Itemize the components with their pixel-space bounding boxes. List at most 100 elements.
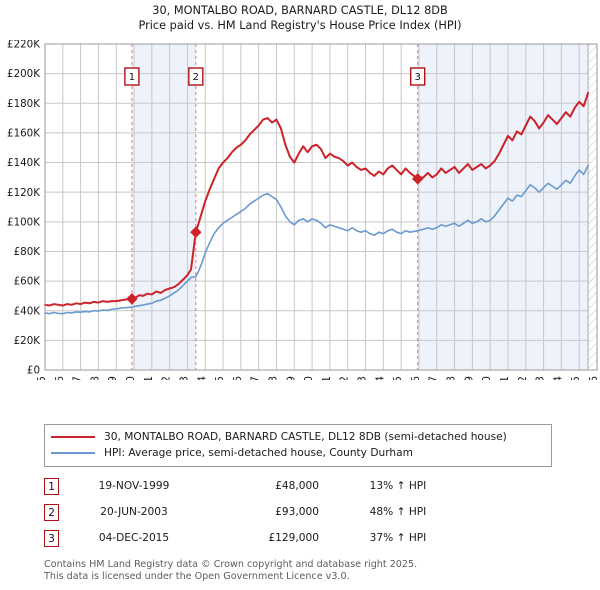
y-axis-tick-labels: £0 £20K £40K £60K £80K £100K £120K £140K £160K £1… [7, 40, 40, 377]
x-tick-label: 2017 [428, 376, 440, 380]
y-tick-label: £20K [14, 335, 41, 347]
y-tick-label: £40K [14, 305, 41, 317]
x-tick-label: 2007 [250, 376, 262, 380]
x-tick-label: 2011 [321, 376, 333, 380]
transaction-markers [126, 173, 424, 305]
row-hpi-delta: 13% ↑ HPI [369, 480, 427, 492]
row-number-badge: 3 [44, 529, 59, 547]
y-tick-label: £180K [7, 98, 40, 110]
shaded-bands [131, 44, 597, 370]
x-tick-label: 2003 [178, 376, 190, 380]
row-number-badge: 2 [44, 503, 59, 521]
footer-line-2: This data is licensed under the Open Gov… [44, 570, 350, 582]
row-hpi-delta: 48% ↑ HPI [369, 506, 427, 518]
title-line-1: 30, MONTALBO ROAD, BARNARD CASTLE, DL12 … [152, 4, 448, 17]
y-tick-label: £120K [7, 187, 40, 199]
x-tick-label: 2001 [143, 376, 155, 380]
shaded-band-2 [417, 44, 597, 370]
row-price: £129,000 [268, 532, 319, 544]
x-tick-label: 2021 [499, 376, 511, 380]
x-tick-label: 1998 [89, 376, 101, 380]
badge-box-2[interactable] [188, 67, 204, 86]
legend-label-hpi: HPI: Average price, semi-detached house,… [104, 447, 413, 459]
row-price: £48,000 [275, 480, 319, 492]
table-row[interactable]: 3 04-DEC-2015 £129,000 37% ↑ HPI [44, 525, 564, 551]
badge-box-3[interactable] [409, 67, 426, 86]
row-hpi-delta: 37% ↑ HPI [369, 532, 427, 544]
transaction-badges[interactable]: 1 2 3 [124, 67, 426, 86]
x-tick-label: 2006 [232, 376, 244, 380]
legend-label-price: 30, MONTALBO ROAD, BARNARD CASTLE, DL12 … [104, 431, 507, 443]
transaction-marker-3[interactable] [411, 173, 424, 185]
x-tick-label: 2008 [267, 376, 279, 380]
hpi-line-chart: 1 2 3 £0 £20K £40K £60K £80K £100K £120K £140K £16… [7, 40, 600, 380]
x-tick-label: 2018 [446, 376, 458, 380]
row-date: 04-DEC-2015 [98, 532, 170, 544]
transaction-marker-2[interactable] [190, 226, 202, 238]
x-tick-label: 2019 [463, 376, 475, 380]
x-tick-label: 2020 [481, 376, 493, 380]
row-date: 19-NOV-1999 [98, 480, 170, 492]
x-tick-label: 2002 [161, 376, 173, 380]
x-tick-label: 2015 [392, 376, 404, 380]
footer-line-1: Contains HM Land Registry data © Crown c… [44, 559, 418, 570]
legend-item-price: 30, MONTALBO ROAD, BARNARD CASTLE, DL12 … [51, 429, 545, 445]
x-tick-label: 1996 [54, 376, 66, 380]
x-tick-label: 2010 [303, 376, 315, 380]
y-tick-label: £60K [14, 276, 41, 288]
legend-swatch-hpi-icon [51, 452, 95, 454]
x-tick-label: 2025 [570, 376, 582, 380]
y-tick-label: £200K [7, 68, 40, 80]
title-line-2: Price paid vs. HM Land Registry's House … [138, 19, 462, 32]
shaded-band-1 [131, 44, 196, 370]
x-tick-label: 2016 [410, 376, 422, 380]
x-tick-label: 1999 [107, 376, 119, 380]
x-tick-label: 2022 [517, 376, 529, 380]
series-paths [44, 91, 590, 315]
x-axis-tick-labels: 1995 1996 1997 1998 1999 2000 2001 2002 2003 2004… [36, 376, 600, 380]
x-tick-label: 2000 [125, 376, 137, 380]
y-tick-label: £80K [14, 246, 41, 258]
row-price: £93,000 [275, 506, 319, 518]
legend-item-hpi: HPI: Average price, semi-detached house,… [51, 445, 545, 461]
badge-box-1[interactable] [124, 67, 140, 86]
future-hatched-region [587, 44, 597, 370]
table-row[interactable]: 2 20-JUN-2003 £93,000 48% ↑ HPI [44, 499, 564, 525]
page-title: 30, MONTALBO ROAD, BARNARD CASTLE, DL12 … [0, 3, 600, 33]
transaction-marker-1[interactable] [126, 293, 138, 305]
x-tick-label: 2023 [535, 376, 547, 380]
axis-frame [44, 43, 598, 371]
attribution-footer: Contains HM Land Registry data © Crown c… [44, 559, 584, 582]
event-vertical-lines [131, 44, 419, 370]
y-tick-label: £220K [7, 40, 40, 51]
series-line-hpi [44, 164, 589, 315]
y-tick-label: £0 [27, 365, 40, 377]
table-row[interactable]: 1 19-NOV-1999 £48,000 13% ↑ HPI [44, 473, 564, 499]
series-line-price-paid [44, 91, 590, 307]
x-tick-label: 1997 [72, 376, 84, 380]
badge-label-1: 1 [129, 72, 135, 83]
x-tick-label: 2012 [339, 376, 351, 380]
y-tick-label: £160K [7, 128, 40, 140]
chart-legend: 30, MONTALBO ROAD, BARNARD CASTLE, DL12 … [44, 424, 552, 467]
y-tick-label: £100K [7, 216, 40, 228]
legend-swatch-price-icon [51, 436, 95, 438]
transactions-table: 1 19-NOV-1999 £48,000 13% ↑ HPI 2 20-JUN… [44, 473, 564, 551]
badge-label-3: 3 [415, 72, 421, 83]
x-tick-label: 2004 [196, 376, 208, 380]
x-tick-label: 2026 [588, 376, 600, 380]
x-tick-label: 2014 [374, 376, 386, 380]
plot-border [44, 43, 598, 371]
chart-area: 1 2 3 £0 £20K £40K £60K £80K £100K £120K £140K £16… [0, 40, 600, 380]
row-date: 20-JUN-2003 [100, 506, 168, 518]
x-tick-label: 2013 [357, 376, 369, 380]
x-tick-label: 1995 [36, 376, 48, 380]
x-tick-label: 2005 [214, 376, 226, 380]
x-tick-label: 2024 [552, 376, 564, 380]
future-hatch-rect [588, 44, 597, 370]
row-number-badge: 1 [44, 477, 59, 495]
badge-label-2: 2 [193, 72, 199, 83]
y-tick-label: £140K [7, 157, 40, 169]
x-tick-label: 2009 [285, 376, 297, 380]
